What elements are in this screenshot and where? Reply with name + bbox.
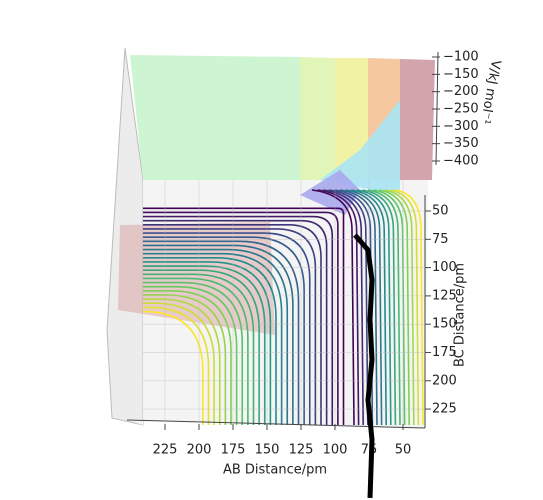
y-tick-label: 125 [432,288,457,303]
contour-line [384,189,415,426]
y-tick-label: 200 [432,373,457,388]
x-tick-label: 125 [289,443,314,458]
contour-line [143,224,322,425]
x-tick-label: 50 [395,443,412,458]
contour-line [379,189,410,426]
contour-line [143,236,305,425]
contour-line [334,189,374,426]
contour-line [143,281,244,425]
z-tick-label: −200 [443,84,479,99]
contour-line [143,252,283,425]
contour-line [143,306,210,425]
y-tick-label: 75 [432,232,449,247]
surface-band [300,57,335,180]
z-tick-label: −100 [443,50,479,65]
contour-line [143,265,266,425]
contour-line [143,285,238,425]
contour-line [143,228,317,425]
y-tick-label: 100 [432,260,457,275]
contour-line [143,290,232,425]
z-tick-label: −250 [443,102,479,117]
x-tick-label: 100 [323,443,348,458]
surface-band [400,59,435,180]
contour-line [390,189,420,426]
z-tick-label: −350 [443,136,479,151]
z-tick-label: −300 [443,119,479,134]
contour-line [362,189,397,426]
trajectory [353,233,375,498]
surface-band [335,58,368,180]
surface-band [130,55,300,180]
x-tick-label: 200 [187,443,212,458]
x-axis-line [126,419,426,429]
left-pane [106,47,144,426]
y-tick-label: 175 [432,345,457,360]
contour-line [367,189,401,426]
x-tick-label: 150 [255,443,280,458]
contour-line [339,189,378,426]
contour-line [143,294,227,425]
contour-line [143,207,345,425]
contour-line [311,189,355,426]
contour-line [356,189,392,426]
contour-line [345,189,383,426]
y-tick-label: 225 [432,402,457,417]
contour-line [143,244,294,425]
z-tick-label: −150 [443,67,479,82]
y-tick-label: 150 [432,317,457,332]
contour-line [317,189,360,426]
contour-line [323,189,364,426]
contour-line [143,261,272,425]
contour-line [351,189,387,426]
contour-line [143,240,300,425]
contour-line [143,269,260,425]
z-axis-label: V/kJ mol⁻¹ [477,59,503,126]
x-tick-label: 225 [153,443,178,458]
contour-line [142,310,204,425]
x-axis-label: AB Distance/pm [223,463,327,478]
contour-line [143,257,277,425]
contour-line [373,189,406,426]
z-tick-label: −400 [443,154,479,169]
contour-line [143,248,289,425]
x-tick-label: 175 [221,443,246,458]
contour-line [328,189,369,426]
y-tick-label: 50 [432,204,449,219]
y-axis-label: BC Distance/pm [453,263,468,367]
contour-line [395,189,424,426]
contour-line [143,215,334,425]
